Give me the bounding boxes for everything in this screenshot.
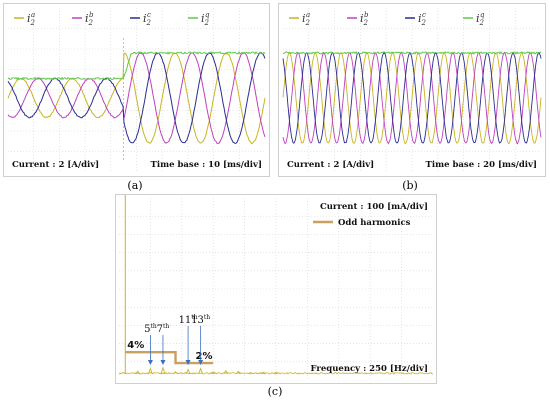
b-legend-label: i2c	[418, 11, 427, 27]
scope-b: i2a i2b i2c i2q Current : 2 [A/div] Time base…	[279, 4, 545, 176]
time-base-label: Time base : 20 [ms/div]	[426, 160, 537, 170]
caption-c: (c)	[260, 385, 290, 398]
spectrum-peak	[148, 369, 152, 374]
b-legend-label: i2a	[302, 11, 311, 27]
frequency-scale-label: Frequency : 250 [Hz/div]	[311, 364, 428, 374]
arrow-head	[148, 360, 153, 365]
limit-label-2pct: 2%	[196, 351, 213, 362]
caption-a: (a)	[120, 179, 150, 192]
caption-b: (b)	[395, 179, 425, 192]
spectrum-peak	[224, 371, 228, 374]
b-legend-label: i2b	[360, 11, 369, 27]
current-scale-label: Current : 100 [mA/div]	[320, 202, 428, 212]
a-legend-label: i2a	[27, 11, 36, 27]
spectrum-c: 4%2%5th 7th11th13thOdd harmonicsCurrent :…	[116, 195, 436, 383]
harmonic-label: 7th	[157, 323, 170, 335]
arrow-head	[160, 360, 165, 365]
legend-odd-harmonics: Odd harmonics	[338, 218, 411, 228]
limit-label-4pct: 4%	[127, 340, 144, 351]
a-legend-label: i2q	[201, 11, 210, 27]
spectrum-panel-c: 4% 2% 5th 7th 11th 13th Odd harmonics Current :…	[115, 194, 437, 384]
harmonic-label: 13th	[191, 314, 210, 326]
scope-a: i2a i2b i2c i2q Current : 2 [A/div] Time base…	[4, 4, 269, 176]
a-legend-label: i2b	[85, 11, 94, 27]
b-legend-label: i2q	[476, 11, 485, 27]
current-scale-label: Current : 2 [A/div]	[12, 160, 99, 170]
current-scale-label: Current : 2 [A/div]	[287, 160, 374, 170]
scope-panel-b: i2a i2b i2c i2q Current : 2 [A/div] Time base…	[278, 3, 546, 177]
series-line-i2q	[283, 52, 541, 54]
a-legend-label: i2c	[143, 11, 152, 27]
series-line-i2a	[283, 53, 541, 144]
time-base-label: Time base : 10 [ms/div]	[151, 160, 262, 170]
series-line-i2a	[8, 53, 265, 144]
scope-panel-a: i2a i2b i2c i2q Current : 2 [A/div] Time base…	[3, 3, 270, 177]
grid-b	[283, 8, 541, 172]
